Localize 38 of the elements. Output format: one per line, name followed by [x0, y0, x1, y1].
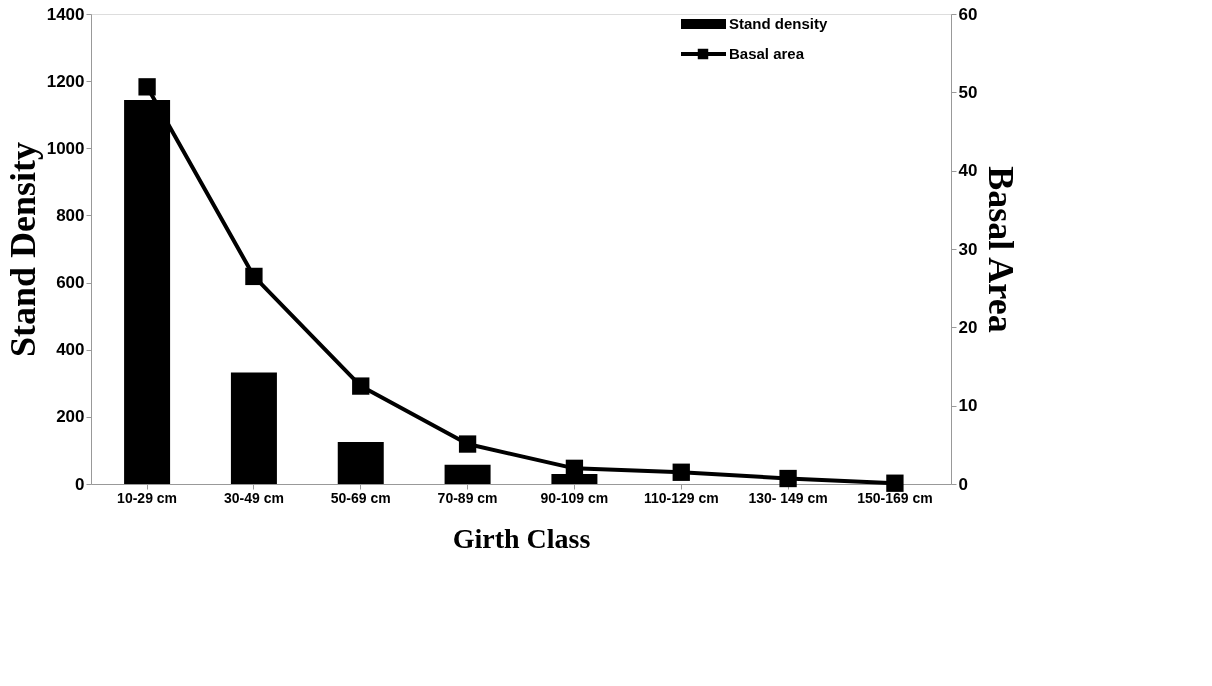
y-tick-label: 1400	[46, 4, 85, 24]
point	[886, 474, 904, 492]
x-tick-label: 10-29 cm	[117, 489, 178, 506]
point	[779, 469, 797, 488]
point	[138, 78, 156, 96]
x-tick-label: 50-69 cm	[330, 489, 391, 506]
x-axis-title: Girth Class	[452, 522, 591, 554]
y2-tick-label: 30	[958, 239, 978, 259]
y2-tick-label: 60	[958, 4, 978, 24]
y-tick-label: 400	[56, 340, 85, 360]
legend-label: Basal area	[729, 45, 805, 62]
x-tick-label: 70-89 cm	[437, 489, 498, 506]
y2-tick-label: 40	[958, 161, 978, 181]
x-tick-label: 150-169 cm	[857, 489, 933, 506]
bar	[444, 464, 491, 484]
y2-tick-label: 0	[958, 474, 968, 494]
y-tick-label: 1000	[46, 138, 85, 158]
y2-tick-label: 50	[958, 82, 978, 102]
y2-axis-title: Basal Area	[981, 166, 1022, 333]
legend-label: Stand density	[729, 15, 829, 32]
point	[245, 267, 263, 286]
y-tick-label: 800	[56, 205, 85, 225]
x-tick-label: 90-109 cm	[540, 489, 609, 506]
x-tick-label: 30-49 cm	[223, 489, 284, 506]
x-tick-label: 130- 149 cm	[748, 489, 828, 506]
bar	[337, 442, 384, 484]
bar	[230, 372, 277, 484]
point	[672, 463, 690, 481]
x-tick-label: 110-129 cm	[643, 489, 719, 506]
y-axis-title: Stand Density	[2, 141, 43, 358]
y-tick-label: 1200	[46, 71, 85, 91]
y-tick-label: 200	[56, 407, 85, 427]
y2-tick-label: 20	[958, 317, 978, 337]
y-tick-label: 0	[75, 474, 85, 494]
point	[352, 377, 370, 395]
y-tick-label: 600	[56, 273, 85, 293]
y2-tick-label: 10	[958, 396, 978, 416]
point	[458, 435, 477, 453]
